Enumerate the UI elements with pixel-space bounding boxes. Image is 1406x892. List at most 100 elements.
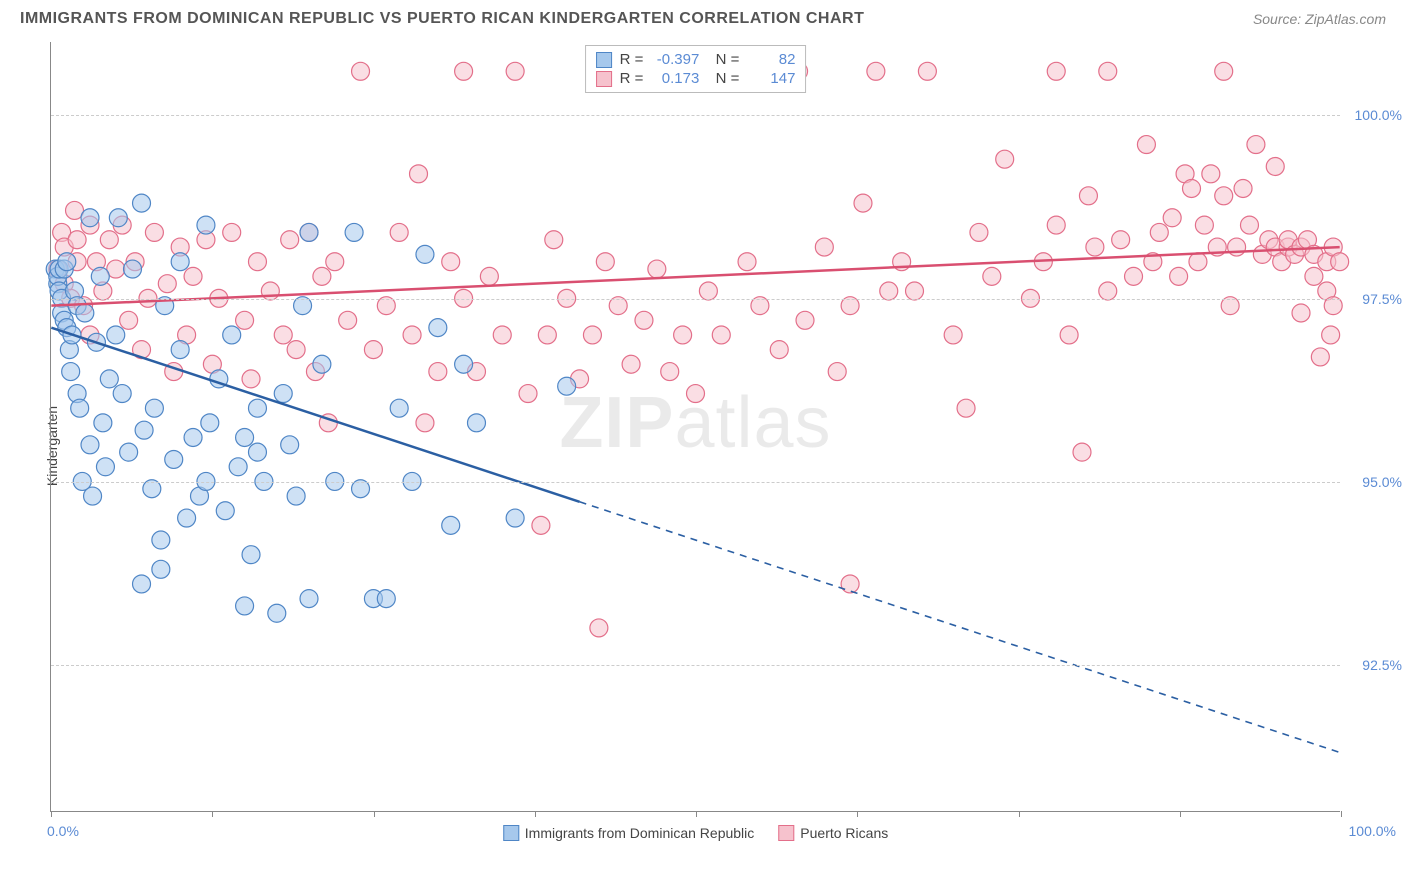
blue-point bbox=[178, 509, 196, 527]
pink-point bbox=[100, 231, 118, 249]
gridline bbox=[51, 665, 1340, 666]
y-tick-label: 100.0% bbox=[1355, 107, 1402, 123]
blue-point bbox=[96, 458, 114, 476]
blue-point bbox=[229, 458, 247, 476]
pink-point bbox=[390, 223, 408, 241]
blue-point bbox=[100, 370, 118, 388]
blue-point bbox=[223, 326, 241, 344]
pink-point bbox=[635, 311, 653, 329]
pink-point bbox=[1137, 136, 1155, 154]
pink-point bbox=[622, 355, 640, 373]
pink-point bbox=[281, 231, 299, 249]
pink-point bbox=[1195, 216, 1213, 234]
pink-point bbox=[1331, 253, 1349, 271]
pink-point bbox=[326, 253, 344, 271]
blue-point bbox=[455, 355, 473, 373]
blue-point bbox=[94, 414, 112, 432]
gridline bbox=[51, 482, 1340, 483]
x-tick bbox=[1019, 811, 1020, 817]
blue-point bbox=[236, 428, 254, 446]
pink-point bbox=[223, 223, 241, 241]
blue-trendline-solid bbox=[51, 328, 579, 502]
pink-point bbox=[158, 275, 176, 293]
pink-point bbox=[313, 267, 331, 285]
pink-point bbox=[583, 326, 601, 344]
pink-point bbox=[1073, 443, 1091, 461]
scatter-plot-svg bbox=[51, 42, 1340, 811]
pink-point bbox=[538, 326, 556, 344]
legend-item-pink: Puerto Ricans bbox=[778, 825, 888, 841]
correlation-legend: R = -0.397 N = 82 R = 0.173 N = 147 bbox=[585, 45, 807, 93]
pink-point bbox=[1311, 348, 1329, 366]
blue-point bbox=[216, 502, 234, 520]
blue-point bbox=[248, 399, 266, 417]
pink-point bbox=[416, 414, 434, 432]
pink-point bbox=[957, 399, 975, 417]
pink-point bbox=[815, 238, 833, 256]
pink-point bbox=[1215, 62, 1233, 80]
x-axis-left-label: 0.0% bbox=[47, 823, 79, 839]
pink-point bbox=[1099, 282, 1117, 300]
blue-point bbox=[558, 377, 576, 395]
x-tick bbox=[535, 811, 536, 817]
pink-point bbox=[274, 326, 292, 344]
pink-point bbox=[590, 619, 608, 637]
pink-point bbox=[906, 282, 924, 300]
pink-point bbox=[68, 231, 86, 249]
pink-point bbox=[184, 267, 202, 285]
pink-point bbox=[687, 385, 705, 403]
pink-point bbox=[519, 385, 537, 403]
pink-point bbox=[403, 326, 421, 344]
blue-point bbox=[113, 385, 131, 403]
y-tick-label: 97.5% bbox=[1362, 291, 1402, 307]
legend-swatch-blue bbox=[503, 825, 519, 841]
pink-point bbox=[1060, 326, 1078, 344]
blue-point bbox=[248, 443, 266, 461]
x-tick bbox=[51, 811, 52, 817]
blue-point bbox=[152, 560, 170, 578]
blue-point bbox=[120, 443, 138, 461]
pink-point bbox=[854, 194, 872, 212]
legend-row-pink: R = 0.173 N = 147 bbox=[596, 69, 796, 88]
blue-point bbox=[107, 326, 125, 344]
blue-point bbox=[84, 487, 102, 505]
legend-r-label: R = bbox=[620, 70, 644, 87]
bottom-legend: Immigrants from Dominican Republic Puert… bbox=[503, 825, 888, 841]
pink-point bbox=[442, 253, 460, 271]
pink-point bbox=[770, 341, 788, 359]
blue-point bbox=[377, 590, 395, 608]
legend-row-blue: R = -0.397 N = 82 bbox=[596, 50, 796, 69]
pink-point bbox=[1266, 158, 1284, 176]
pink-point bbox=[545, 231, 563, 249]
x-axis-right-label: 100.0% bbox=[1349, 823, 1396, 839]
pink-point bbox=[493, 326, 511, 344]
blue-point bbox=[91, 267, 109, 285]
blue-point bbox=[184, 428, 202, 446]
blue-point bbox=[58, 253, 76, 271]
pink-point bbox=[339, 311, 357, 329]
pink-point bbox=[532, 516, 550, 534]
pink-point bbox=[841, 575, 859, 593]
blue-point bbox=[429, 319, 447, 337]
pink-point bbox=[1183, 179, 1201, 197]
legend-r-pink: 0.173 bbox=[651, 70, 699, 87]
blue-point bbox=[268, 604, 286, 622]
x-tick bbox=[374, 811, 375, 817]
blue-point bbox=[171, 341, 189, 359]
blue-point bbox=[416, 245, 434, 263]
pink-point bbox=[1170, 267, 1188, 285]
legend-swatch-pink bbox=[596, 71, 612, 87]
blue-point bbox=[300, 223, 318, 241]
pink-point bbox=[410, 165, 428, 183]
pink-point bbox=[261, 282, 279, 300]
blue-point bbox=[165, 450, 183, 468]
pink-point bbox=[738, 253, 756, 271]
blue-point bbox=[274, 385, 292, 403]
pink-point bbox=[248, 253, 266, 271]
pink-point bbox=[880, 282, 898, 300]
y-tick-label: 92.5% bbox=[1362, 657, 1402, 673]
blue-point bbox=[81, 209, 99, 227]
pink-point bbox=[364, 341, 382, 359]
blue-point bbox=[300, 590, 318, 608]
pink-point bbox=[352, 62, 370, 80]
